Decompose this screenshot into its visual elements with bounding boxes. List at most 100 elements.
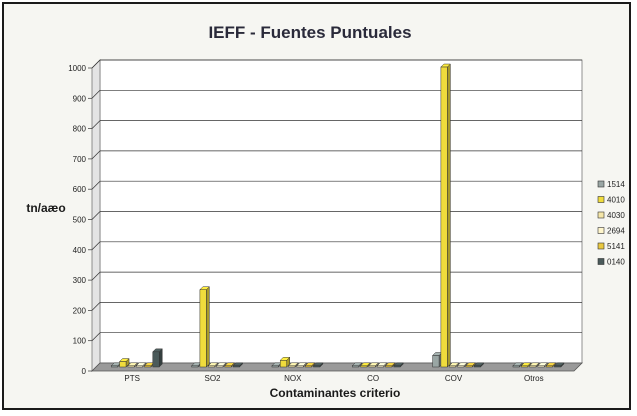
chart-title: IEFF - Fuentes Puntuales — [208, 23, 411, 42]
legend-label: 2694 — [607, 227, 625, 236]
bar-front — [360, 365, 368, 368]
bar-front — [520, 365, 528, 368]
bar-side — [206, 286, 210, 368]
y-tick-label: 400 — [73, 246, 87, 255]
bar — [465, 362, 476, 368]
bar-front — [376, 365, 384, 368]
legend-swatch — [597, 227, 605, 234]
bar — [287, 362, 299, 368]
gridline-side — [91, 180, 101, 190]
x-category-label: CO — [367, 374, 379, 383]
bar-front — [127, 365, 135, 368]
bar-front — [537, 365, 545, 368]
bar — [304, 362, 316, 368]
bar — [448, 362, 460, 368]
legend-label: 5141 — [607, 242, 625, 251]
y-tick-label: 600 — [73, 185, 87, 194]
bar-front — [457, 365, 465, 368]
gridline-side — [91, 150, 101, 160]
bar-front — [432, 355, 440, 368]
bar-front — [352, 365, 359, 368]
bar — [359, 362, 371, 368]
legend-label: 0140 — [607, 258, 625, 267]
bar-front — [465, 365, 473, 368]
bar — [440, 63, 451, 368]
gridline-side — [91, 241, 101, 251]
bar-side — [447, 63, 451, 368]
bar-front — [191, 365, 199, 368]
bar — [152, 348, 163, 368]
bar — [528, 362, 540, 368]
bar — [207, 362, 219, 368]
gridline-side — [91, 59, 101, 69]
bar-front — [119, 361, 127, 368]
bar-front — [304, 365, 312, 368]
bar — [537, 362, 548, 368]
legend-swatch — [597, 196, 605, 203]
bar-front — [288, 365, 296, 368]
y-tick-label: 300 — [73, 276, 87, 285]
x-category-label: NOX — [284, 374, 302, 383]
gridline-side — [91, 332, 101, 341]
gridline-side — [91, 302, 101, 311]
bar — [512, 362, 524, 368]
bar-front — [473, 365, 481, 368]
gridline-side — [91, 120, 101, 129]
bar-front — [545, 365, 553, 368]
bar — [473, 362, 485, 368]
bar-front — [554, 365, 562, 368]
bar-front — [271, 365, 279, 368]
bar-front — [216, 365, 224, 368]
bar — [232, 362, 244, 368]
y-tick-label: 800 — [73, 125, 87, 134]
legend: 1514 4010 4030 2694 5141 0140 — [597, 180, 625, 267]
bar — [545, 362, 557, 368]
bar — [215, 362, 227, 368]
bar — [368, 362, 379, 368]
y-tick-label: 900 — [73, 94, 87, 103]
y-tick-label: 1000 — [68, 64, 86, 73]
bar — [393, 362, 404, 368]
x-category-label: PTS — [124, 374, 140, 383]
bar-front — [440, 66, 448, 368]
plot-area: 0 100 200 300 400 500 600 700 800 900 1000 PTS SO2 NO… — [68, 59, 583, 383]
bar-front — [199, 289, 207, 368]
gridline-side — [91, 271, 101, 281]
bar — [376, 362, 388, 368]
bar-front — [313, 365, 321, 368]
bar — [456, 362, 468, 368]
y-tick-label: 0 — [82, 367, 87, 376]
bar — [127, 362, 138, 368]
bar-front — [224, 365, 232, 368]
bar-front — [385, 365, 393, 368]
bar — [384, 362, 396, 368]
bar-front — [368, 365, 376, 368]
bar-front — [279, 360, 287, 368]
gridline-side — [91, 90, 101, 99]
legend-swatch — [597, 211, 605, 219]
bar — [312, 362, 324, 368]
plot-floor — [91, 362, 583, 372]
bar-front — [152, 351, 160, 368]
bar-front — [529, 365, 537, 368]
legend-swatch — [597, 258, 605, 265]
bar — [351, 362, 363, 368]
bar — [553, 362, 565, 368]
y-tick-label: 200 — [73, 306, 87, 315]
bar — [224, 362, 235, 368]
gridline-side — [91, 211, 101, 220]
bar — [296, 362, 307, 368]
bar — [199, 286, 210, 368]
bar-front — [296, 365, 304, 368]
bar-front — [512, 365, 520, 368]
bar — [135, 362, 147, 368]
legend-label: 1514 — [607, 180, 625, 189]
bar-front — [135, 365, 143, 368]
bar-front — [448, 365, 456, 368]
x-category-label: Otros — [524, 374, 544, 383]
x-category-label: SO2 — [204, 374, 221, 383]
legend-label: 4010 — [607, 196, 625, 205]
y-tick-label: 500 — [73, 216, 87, 225]
legend-swatch — [597, 180, 605, 188]
